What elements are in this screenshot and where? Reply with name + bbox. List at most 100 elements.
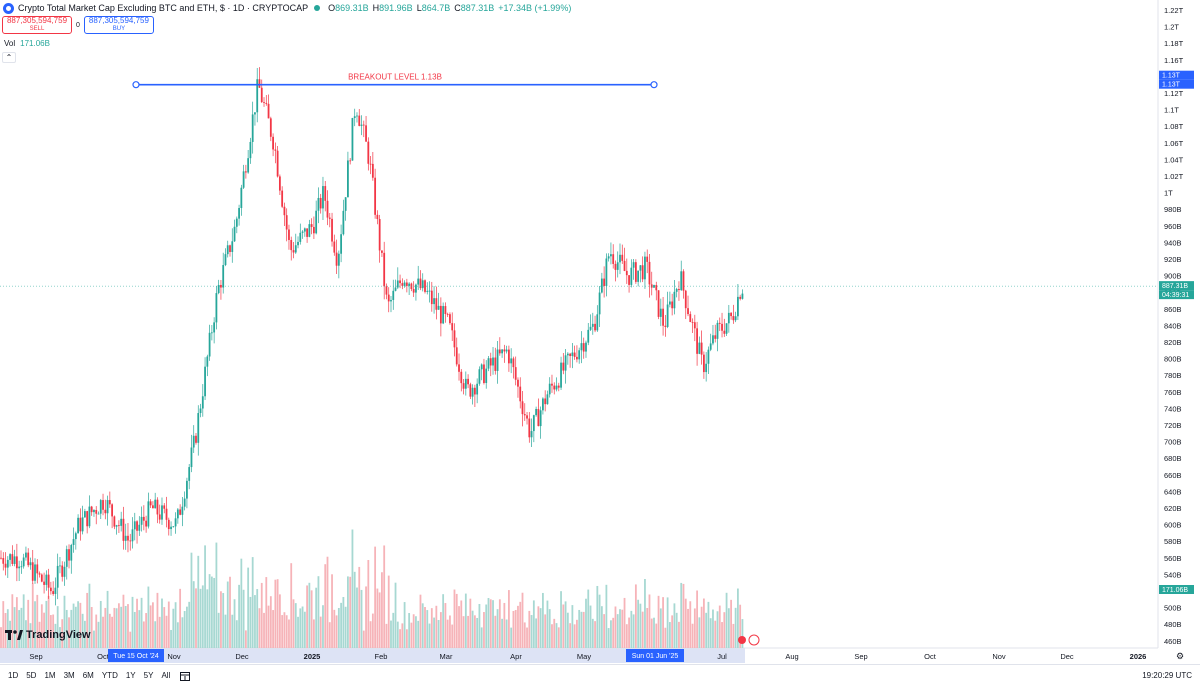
volume-bar (258, 608, 261, 648)
candle-body (124, 535, 127, 541)
volume-bar (210, 576, 213, 648)
volume-bar (535, 618, 538, 648)
volume-bar (40, 604, 43, 648)
candle-body (190, 447, 193, 468)
volume-bar (20, 607, 23, 648)
candle-body (521, 401, 524, 415)
candle-body (714, 335, 717, 339)
volume-bar (362, 630, 365, 648)
volume-bar (99, 600, 102, 648)
range-ytd[interactable]: YTD (101, 671, 118, 680)
candle-body (47, 574, 50, 588)
volume-bar (224, 614, 227, 648)
candle-body (81, 517, 84, 532)
candle-body (562, 362, 565, 371)
candle-body (598, 292, 601, 315)
candle-body (569, 353, 572, 357)
range-all[interactable]: All (161, 671, 171, 680)
volume-bar (591, 618, 594, 648)
candle-body (727, 312, 730, 324)
volume-bar (70, 609, 73, 648)
range-5d[interactable]: 5D (26, 671, 37, 680)
candle-body (308, 224, 311, 237)
volume-bar (594, 621, 596, 648)
candle-body (170, 526, 172, 530)
tradingview-logo[interactable]: TradingView (5, 629, 91, 641)
symbol-title[interactable]: Crypto Total Market Cap Excluding BTC an… (18, 3, 309, 13)
volume-bar (730, 599, 733, 648)
volume-bar (294, 603, 297, 648)
candle-body (192, 435, 195, 448)
volume-bar (147, 586, 150, 648)
sell-button[interactable]: 887,305,594,759 SELL (2, 16, 72, 34)
utc-clock[interactable]: 19:20:29 UTC (1142, 671, 1192, 680)
volume-bar (471, 610, 474, 648)
candle-body (644, 256, 646, 280)
candle-body (292, 250, 295, 253)
price-axis-label-box (1159, 290, 1194, 300)
candle-body (174, 518, 177, 527)
collapse-legend-button[interactable]: ⌃ (2, 52, 16, 63)
volume-bar (657, 595, 660, 648)
volume-bar (22, 594, 25, 648)
range-selector: 1D 5D 1M 3M 6M YTD 1Y 5Y All (8, 671, 170, 680)
range-5y[interactable]: 5Y (143, 671, 154, 680)
volume-bar (319, 616, 322, 648)
volume-bar (510, 627, 513, 648)
market-status-dot (314, 5, 321, 11)
y-tick-label: 840B (1164, 321, 1182, 330)
candle-body (492, 357, 494, 366)
range-1m[interactable]: 1M (44, 671, 56, 680)
range-6m[interactable]: 6M (82, 671, 94, 680)
buy-button[interactable]: 887,305,594,759 BUY (83, 16, 154, 34)
volume-bar (170, 629, 172, 648)
y-tick-label: 820B (1164, 338, 1182, 347)
volume-bar (161, 598, 163, 648)
candle-body (605, 258, 608, 286)
candle-body (403, 282, 406, 286)
candle-body (290, 239, 293, 251)
gear-icon[interactable]: ⚙ (1176, 651, 1185, 661)
candle-body (691, 322, 694, 323)
volume-label[interactable]: Vol (4, 39, 16, 48)
candle-body (322, 186, 324, 209)
candle-body (712, 335, 714, 344)
candle-body (20, 566, 23, 568)
range-1d[interactable]: 1D (8, 671, 19, 680)
volume-bar (405, 629, 408, 648)
volume-bar (240, 558, 243, 648)
x-tick-label: Aug (785, 652, 798, 661)
candle-body (560, 362, 562, 388)
volume-bar (326, 556, 329, 648)
candle-body (553, 385, 556, 390)
volume-bar (390, 620, 392, 648)
volume-bar (544, 614, 547, 648)
volume-bar (560, 591, 562, 648)
ohlc-change-value: +17.34B (+1.99%) (498, 3, 572, 13)
calendar-range-icon[interactable] (180, 671, 191, 681)
candle-body (111, 504, 114, 517)
range-1y[interactable]: 1Y (125, 671, 136, 680)
candle-body (294, 245, 297, 253)
volume-bar (539, 608, 542, 648)
volume-bar (673, 603, 676, 648)
x-tick-label: Dec (1060, 652, 1074, 661)
candle-body (682, 271, 685, 291)
volume-bar (120, 606, 123, 648)
range-3m[interactable]: 3M (63, 671, 75, 680)
volume-bar (542, 592, 544, 648)
volume-bar (537, 606, 540, 648)
price-chart[interactable]: 1.22T1.2T1.18T1.16T1.14T1.12T1.1T1.08T1.… (0, 0, 1200, 664)
volume-bar (208, 574, 211, 648)
candle-body (149, 501, 152, 506)
candle-body (79, 517, 82, 532)
volume-bar (607, 628, 610, 648)
candle-body (580, 343, 583, 351)
volume-bar (328, 622, 331, 648)
candle-body (319, 197, 322, 209)
candle-body (229, 245, 231, 252)
volume-bar (702, 598, 705, 648)
candle-body (147, 501, 150, 527)
buy-label: BUY (112, 26, 126, 32)
y-tick-label: 1.04T (1164, 155, 1184, 164)
